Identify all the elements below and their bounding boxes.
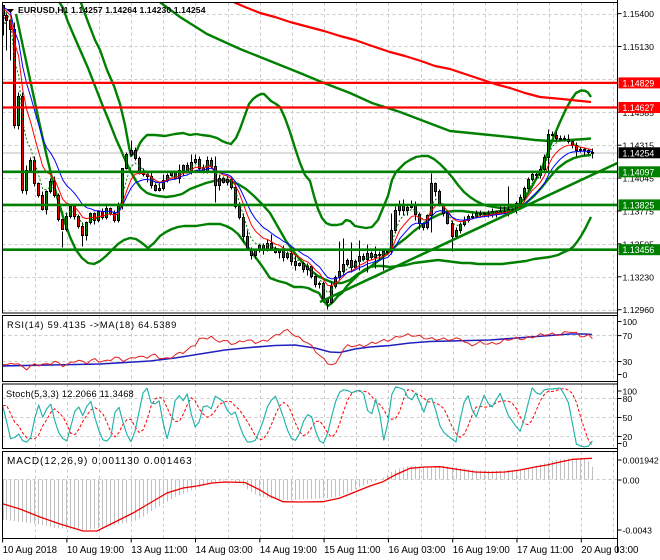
svg-text:0.00: 0.00 (623, 476, 640, 486)
svg-text:1.13230: 1.13230 (623, 272, 655, 282)
svg-text:1.15130: 1.15130 (623, 42, 655, 52)
svg-text:0: 0 (623, 439, 628, 449)
svg-text:17 Aug 11:00: 17 Aug 11:00 (517, 545, 574, 556)
svg-text:1.13825: 1.13825 (623, 200, 655, 210)
svg-text:15 Aug 11:00: 15 Aug 11:00 (324, 545, 381, 556)
svg-text:20 Aug 03:00: 20 Aug 03:00 (581, 545, 639, 556)
svg-text:10 Aug 19:00: 10 Aug 19:00 (67, 545, 125, 556)
svg-text:1.13456: 1.13456 (623, 245, 655, 255)
svg-text:14 Aug 03:00: 14 Aug 03:00 (196, 545, 254, 556)
svg-text:14 Aug 19:00: 14 Aug 19:00 (260, 545, 318, 556)
svg-text:0: 0 (623, 370, 628, 380)
svg-text:50: 50 (623, 413, 633, 423)
svg-text:-0.0043: -0.0043 (623, 526, 653, 536)
svg-text:Stoch(5,3,3) 12.2066 11.3468: Stoch(5,3,3) 12.2066 11.3468 (6, 389, 134, 399)
svg-text:1.14627: 1.14627 (623, 103, 655, 113)
svg-text:MACD(12,26,9) 0.001130 0.00146: MACD(12,26,9) 0.001130 0.001463 (7, 456, 193, 467)
svg-text:100: 100 (623, 317, 638, 327)
svg-text:1.13775: 1.13775 (623, 207, 655, 217)
svg-text:EURUSD,H1 1.14257 1.14264 1.1: EURUSD,H1 1.14257 1.14264 1.14230 1.1425… (18, 5, 206, 15)
svg-text:RSI(14) 59.4135 ->MA(18) 64.5: RSI(14) 59.4135 ->MA(18) 64.5389 (7, 320, 177, 330)
svg-text:1.14045: 1.14045 (623, 174, 655, 184)
svg-text:16 Aug 03:00: 16 Aug 03:00 (388, 545, 446, 556)
svg-text:1.14829: 1.14829 (623, 78, 655, 88)
svg-text:100: 100 (623, 387, 638, 397)
svg-text:10 Aug 2018: 10 Aug 2018 (3, 545, 57, 556)
svg-text:70: 70 (623, 331, 633, 341)
svg-text:20: 20 (623, 432, 633, 442)
svg-text:0.001942: 0.001942 (623, 456, 659, 466)
svg-text:1.14097: 1.14097 (623, 167, 655, 177)
svg-text:30: 30 (623, 357, 633, 367)
svg-text:1.15400: 1.15400 (623, 9, 655, 19)
svg-text:1.12960: 1.12960 (623, 305, 655, 315)
svg-text:13 Aug 11:00: 13 Aug 11:00 (131, 545, 188, 556)
svg-text:80: 80 (623, 394, 633, 404)
svg-text:1.14254: 1.14254 (623, 148, 655, 158)
svg-text:1.14315: 1.14315 (623, 141, 655, 151)
svg-text:16 Aug 19:00: 16 Aug 19:00 (453, 545, 511, 556)
